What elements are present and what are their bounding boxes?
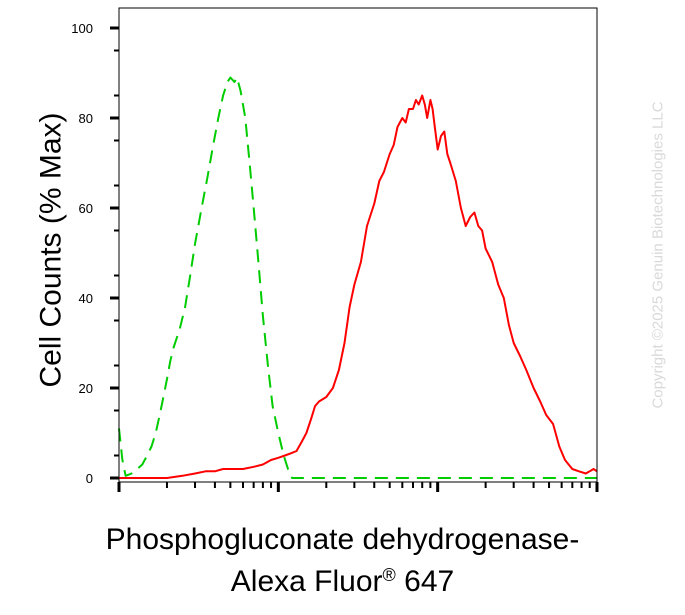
plot-frame: [118, 7, 598, 483]
y-tick-label: 0: [86, 471, 93, 486]
x-axis-label-line2: Alexa Fluor® 647: [0, 565, 685, 599]
x-axis-label-line1: Phosphogluconate dehydrogenase-: [105, 523, 580, 556]
y-axis-label: Cell Counts (% Max): [35, 112, 68, 387]
x-axis-label-main: Alexa Fluor: [230, 565, 383, 598]
y-tick-label: 60: [79, 201, 93, 216]
y-tick-label: 80: [79, 111, 93, 126]
y-tick-label: 20: [79, 381, 93, 396]
registered-mark: ®: [382, 565, 396, 585]
y-tick-label: 100: [71, 21, 93, 36]
copyright-watermark: Copyright ©2025 Genuin Biotechnologies L…: [649, 101, 666, 408]
series-line-1: [118, 76, 597, 479]
series-line-2: [119, 94, 598, 479]
y-tick-label: 40: [79, 291, 93, 306]
x-axis-label-tail: 647: [395, 565, 455, 598]
